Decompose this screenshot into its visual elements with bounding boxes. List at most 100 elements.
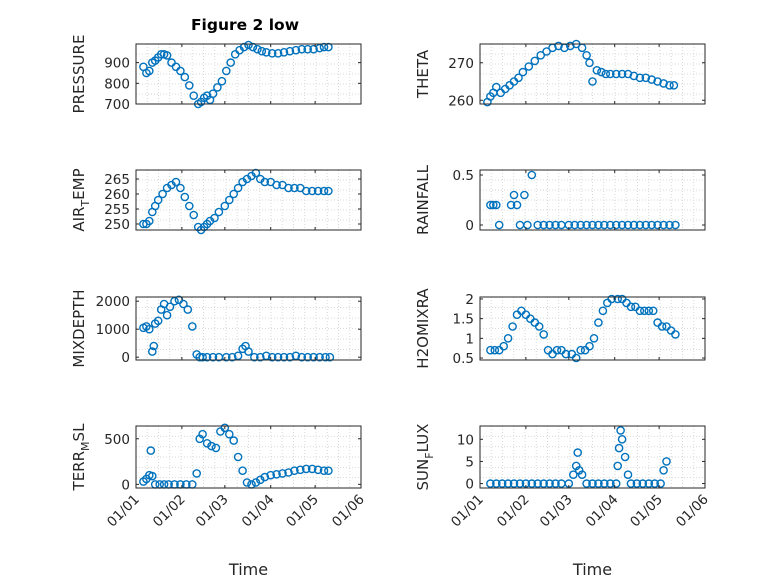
data-point: [539, 220, 549, 230]
y-tick-label: 250: [104, 217, 130, 233]
data-point: [508, 322, 517, 331]
panel-pressure: 700 800 900 PRESSURE: [70, 35, 362, 114]
data-point: [600, 479, 609, 488]
axes-frame: [479, 169, 706, 231]
data-point: [319, 186, 329, 196]
data-point: [514, 73, 523, 83]
y-axis-label: THETA: [414, 49, 432, 99]
data-point: [494, 220, 504, 230]
data-point: [220, 201, 230, 211]
data-point: [491, 479, 501, 488]
y-tick-label: 0.5: [453, 351, 474, 367]
y-tick-label: 500: [104, 432, 130, 448]
data-point: [146, 446, 156, 455]
data-point: [653, 220, 662, 230]
data-point: [290, 183, 299, 193]
data-point: [594, 220, 603, 230]
data-point: [653, 77, 662, 86]
data-point: [307, 464, 317, 474]
data-point: [629, 71, 639, 81]
data-point: [267, 49, 277, 58]
data-point: [291, 351, 301, 361]
data-point: [600, 220, 609, 230]
data-point: [229, 436, 238, 445]
data-point: [588, 479, 597, 488]
data-point: [644, 479, 654, 488]
y-axis-label: H2OMIXRA: [414, 288, 432, 369]
data-point: [582, 220, 591, 230]
data-point: [313, 465, 323, 475]
panel-rainfall: 0 0.5 RAINFALL: [414, 164, 706, 235]
data-point: [635, 306, 645, 316]
data-point: [198, 352, 207, 362]
data-point: [491, 82, 501, 92]
data-point: [153, 316, 163, 326]
data-point: [301, 464, 311, 474]
data-point: [183, 305, 193, 314]
data-point: [491, 200, 501, 210]
data-point: [616, 426, 625, 435]
data-point: [211, 443, 221, 453]
data-point: [325, 352, 335, 362]
data-point: [648, 306, 658, 316]
data-point: [635, 73, 645, 83]
data-point: [594, 318, 603, 327]
data-point: [497, 479, 507, 488]
data-point: [551, 479, 560, 488]
data-point: [657, 322, 667, 331]
data-point: [534, 322, 544, 331]
data-point: [523, 220, 532, 230]
data-point: [202, 438, 212, 448]
y-tick-label: 260: [448, 93, 474, 109]
data-point: [165, 302, 175, 312]
data-point: [617, 220, 627, 230]
data-point: [266, 470, 276, 480]
axes-frame: [135, 169, 362, 231]
y-tick-label: 1: [465, 331, 474, 347]
data-point: [527, 479, 537, 488]
data-point: [551, 220, 560, 230]
data-point: [569, 470, 578, 480]
y-axis-label: MIXDEPTH: [70, 289, 88, 367]
data-point: [611, 69, 621, 79]
data-point: [251, 478, 261, 487]
data-point: [533, 220, 543, 230]
axes-frame: [479, 43, 706, 105]
data-point: [189, 91, 198, 100]
data-point: [307, 186, 317, 196]
data-point: [533, 479, 543, 488]
data-point: [613, 461, 623, 471]
data-point: [503, 333, 513, 343]
data-point: [297, 44, 307, 54]
data-point: [224, 195, 234, 205]
y-tick-label: 1000: [96, 322, 130, 338]
data-point: [607, 294, 617, 304]
data-point: [192, 469, 201, 478]
x-axis-label: Time: [228, 560, 268, 579]
figure-title: Figure 2 low: [191, 16, 299, 34]
data-point: [576, 345, 586, 355]
x-axis-label: Time: [572, 560, 612, 579]
data-point: [515, 479, 525, 488]
data-point: [620, 452, 630, 462]
data-point: [207, 441, 216, 451]
y-tick-label: 5: [465, 454, 474, 470]
y-axis-label: TERRMSL: [70, 423, 92, 492]
data-point: [301, 186, 311, 196]
data-point: [184, 81, 194, 90]
data-point: [179, 299, 188, 309]
data-point: [261, 48, 271, 57]
data-point: [659, 465, 668, 475]
y-axis-label: PRESSURE: [70, 35, 88, 114]
data-point: [561, 349, 571, 359]
data-point: [566, 41, 575, 51]
data-point: [227, 352, 237, 362]
data-point: [226, 58, 235, 67]
data-point: [623, 470, 633, 480]
data-point: [518, 67, 528, 77]
data-point: [570, 220, 580, 230]
data-point: [577, 470, 587, 480]
y-tick-label: 0.5: [453, 168, 474, 184]
data-point: [189, 210, 198, 220]
